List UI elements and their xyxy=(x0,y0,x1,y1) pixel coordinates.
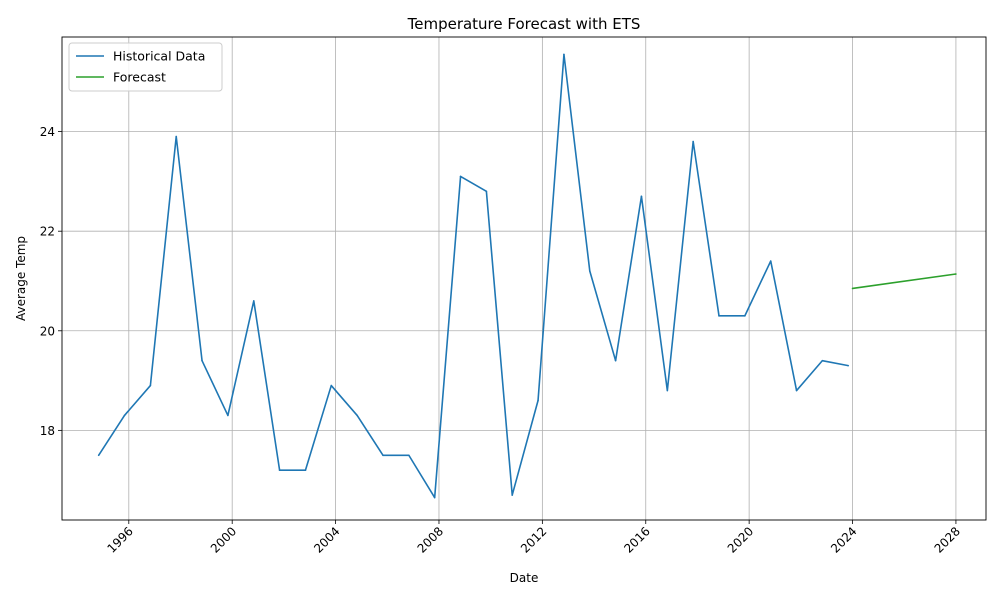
data-point xyxy=(382,454,384,457)
series-layer xyxy=(97,53,957,499)
data-point xyxy=(278,469,281,472)
y-axis-label: Average Temp xyxy=(14,236,28,321)
x-axis-label: Date xyxy=(510,571,539,585)
data-point xyxy=(433,496,436,499)
data-point xyxy=(614,359,617,362)
data-point xyxy=(537,399,539,402)
chart-title: Temperature Forecast with ETS xyxy=(407,15,641,33)
data-point xyxy=(330,384,333,387)
data-point xyxy=(123,414,126,417)
data-point xyxy=(563,53,565,56)
y-axis: 18 20 22 24 xyxy=(40,125,62,438)
series-line-historical xyxy=(97,53,849,499)
legend-label-historical: Historical Data xyxy=(113,49,205,64)
plot-frame xyxy=(61,36,987,521)
data-point xyxy=(718,315,720,317)
data-point xyxy=(459,175,462,178)
data-point xyxy=(175,135,178,138)
series-line-forecast xyxy=(852,273,957,290)
y-tick-label: 18 xyxy=(40,424,55,438)
data-point xyxy=(356,414,358,417)
y-tick-label: 22 xyxy=(40,225,55,239)
data-point xyxy=(821,359,824,362)
data-point xyxy=(485,190,488,193)
data-point xyxy=(769,260,772,262)
data-point xyxy=(511,494,514,496)
data-point xyxy=(149,384,152,387)
data-point xyxy=(227,414,229,417)
legend-box xyxy=(68,42,223,92)
data-point xyxy=(201,359,203,362)
data-point xyxy=(408,454,410,457)
data-point xyxy=(744,315,746,317)
data-point xyxy=(847,364,850,367)
y-tick-label: 24 xyxy=(40,125,55,139)
data-point xyxy=(692,140,694,143)
grid xyxy=(62,37,986,520)
y-tick-label: 20 xyxy=(40,324,55,338)
data-point xyxy=(588,270,591,272)
data-point xyxy=(252,300,255,302)
legend-label-forecast: Forecast xyxy=(113,70,166,85)
data-point xyxy=(97,454,100,457)
data-point xyxy=(795,389,798,392)
legend: Historical Data Forecast xyxy=(68,42,223,92)
data-point xyxy=(851,287,854,290)
data-point xyxy=(666,389,669,392)
data-point xyxy=(955,273,957,275)
data-point xyxy=(304,469,307,472)
data-point xyxy=(640,195,643,198)
